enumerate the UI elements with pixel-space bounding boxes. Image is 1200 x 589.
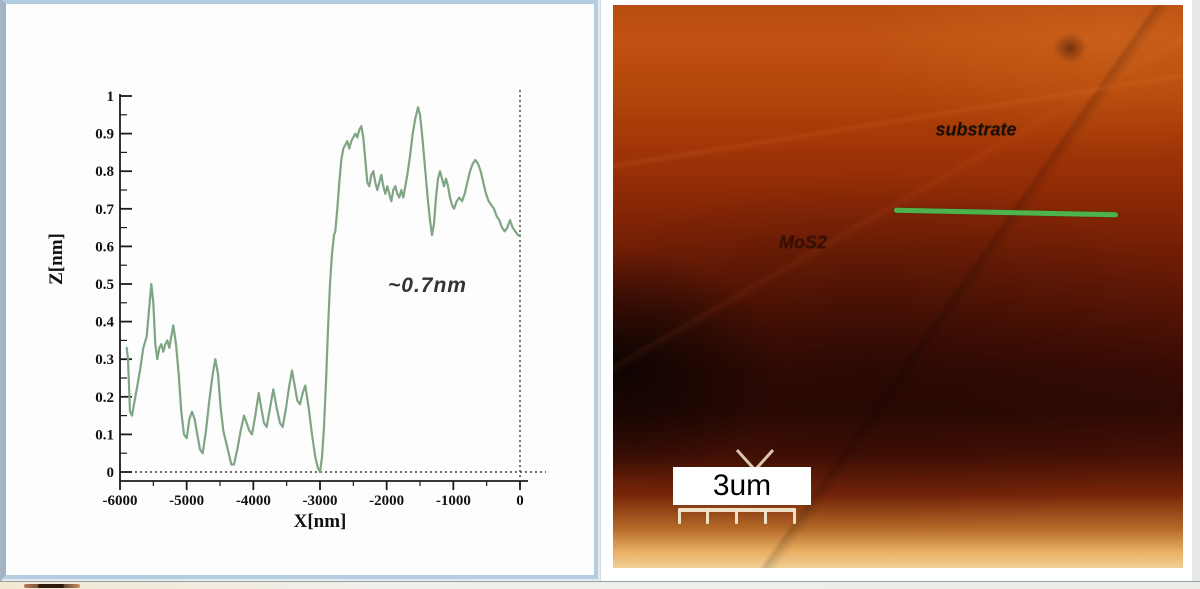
svg-text:-3000: -3000 [303,493,338,509]
svg-text:0.6: 0.6 [95,239,114,255]
ruler-tick [793,510,796,524]
svg-text:0.8: 0.8 [95,164,114,180]
measure-marker-icon [735,448,775,472]
y-axis-title: Z[nm] [46,233,67,285]
svg-text:0.5: 0.5 [95,277,114,293]
bottom-strip-artifact-dark [38,584,64,588]
step-height-annotation: ~0.7nm [388,274,467,297]
ticks [119,95,521,490]
profile-curve [125,106,522,474]
svg-text:0.2: 0.2 [95,390,114,406]
svg-text:-1000: -1000 [436,493,471,509]
substrate-label: substrate [935,119,1017,140]
x-tick-labels: -6000 -5000 -4000 -3000 -2000 -1000 0 [103,493,524,509]
height-profile-panel: 0 0.1 0.2 0.3 0.4 0.5 0.6 0.7 0.8 0.9 1 -6000 -5000-… [2,0,598,579]
svg-text:1: 1 [107,89,115,105]
height-profile-chart: 00.10.20.30.40.50.60.70.80.91-6000 -5000-… [46,89,546,532]
ruler-tick [764,510,767,524]
scale-bar-label: 3um [673,467,811,505]
mos2-label: MoS2 [778,232,828,253]
svg-text:0.1: 0.1 [95,427,114,443]
svg-text:-6000: -6000 [103,493,138,509]
x-axis-title: X[nm] [294,511,347,532]
svg-text:-5000: -5000 [169,493,204,509]
panel-edge-divider [0,0,2,581]
ruler-tick [678,510,681,524]
ruler-tick [735,510,738,524]
surface-defect-spot [1053,33,1087,63]
bottom-strip [0,581,1200,589]
svg-text:0: 0 [107,465,115,481]
svg-text:-4000: -4000 [236,493,271,509]
ruler-tick [706,510,709,524]
axes [119,94,528,482]
afm-image-panel: substrate MoS2 3um [600,0,1192,582]
zero-reference-lines [120,90,546,485]
afm-topography-image: substrate MoS2 3um [613,5,1183,568]
scale-ruler [678,508,796,525]
y-tick-labels: 0 0.1 0.2 0.3 0.4 0.5 0.6 0.7 0.8 0.9 1 [95,89,114,481]
svg-text:-2000: -2000 [369,493,404,509]
svg-text:0.9: 0.9 [95,127,114,143]
profile-section-line [893,207,1119,218]
svg-text:0.7: 0.7 [95,202,114,218]
svg-text:0.4: 0.4 [95,315,114,331]
svg-text:0: 0 [516,493,524,509]
svg-text:0.3: 0.3 [95,352,114,368]
